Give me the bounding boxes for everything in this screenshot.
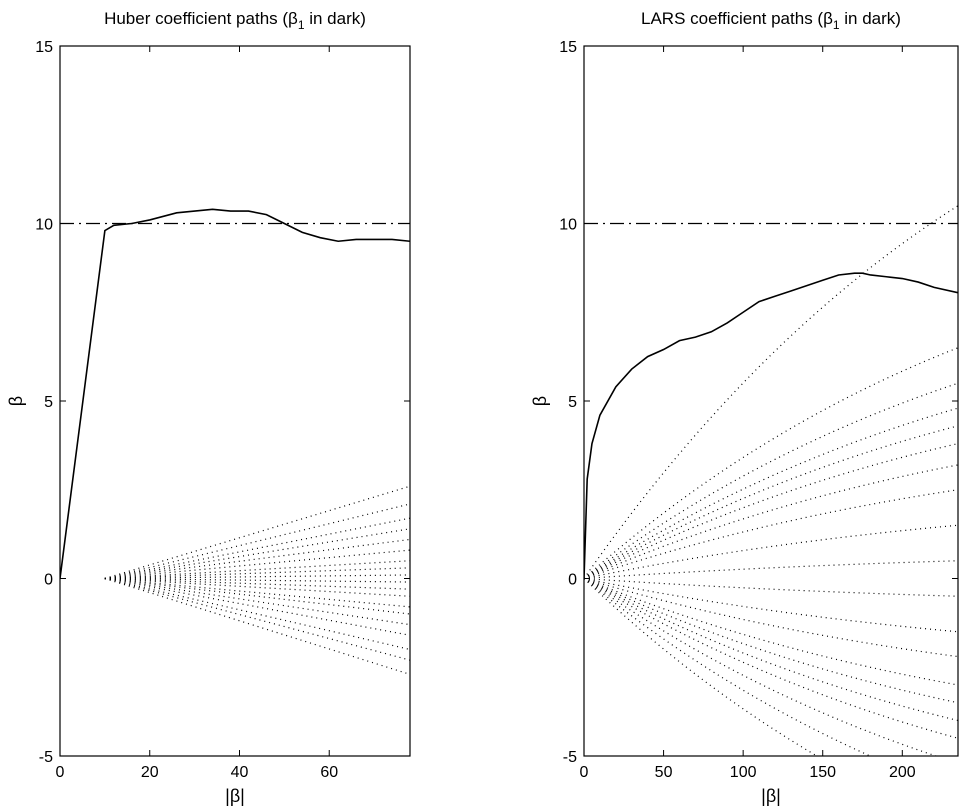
huber-axes-frame [59, 45, 411, 757]
huber-dotted-path [104, 567, 410, 580]
huber-dotted-path [104, 517, 410, 580]
lars-dotted-path [584, 577, 958, 658]
lars-ytick-label: 10 [559, 217, 577, 234]
huber-dotted-path [104, 577, 410, 615]
lars-chart-title: LARS coefficient paths (β1 in dark) [641, 9, 901, 32]
lars-dotted-path [584, 560, 958, 580]
lars-x-axis-label: |β| [761, 786, 781, 806]
huber-xtick-label: 40 [231, 764, 249, 781]
lars-xtick-label: 100 [730, 764, 757, 781]
lars-dotted-path [584, 577, 958, 722]
lars-xtick-label: 150 [809, 764, 836, 781]
lars-axes-frame [583, 45, 959, 757]
huber-plot-area [60, 208, 410, 675]
lars-dotted-path [584, 382, 958, 579]
huber-xtick-label: 20 [141, 764, 159, 781]
huber-beta1-path [60, 208, 410, 579]
lars-xtick-label: 200 [889, 764, 916, 781]
huber-dotted-path [104, 577, 410, 636]
lars-dotted-path [584, 577, 958, 739]
huber-dotted-path [104, 560, 410, 580]
huber-ytick-label: -5 [39, 749, 53, 766]
lars-dotted-path [584, 577, 958, 633]
lars-dotted-path [584, 407, 958, 580]
huber-y-axis-label: β [6, 396, 26, 406]
lars-xtick-label: 0 [580, 764, 589, 781]
lars-dotted-path [584, 578, 938, 756]
lars-xtick-label: 50 [655, 764, 673, 781]
lars-ytick-label: 0 [568, 572, 577, 589]
huber-dotted-path [104, 574, 410, 580]
lars-beta1-path [584, 272, 958, 579]
huber-dotted-path [104, 528, 410, 580]
lars-dotted-path [584, 464, 958, 580]
huber-dotted-path [104, 577, 410, 608]
lars-plot-area [584, 205, 958, 756]
huber-dotted-path [104, 577, 410, 661]
huber-x-axis-label: |β| [225, 786, 245, 806]
huber-chart-title: Huber coefficient paths (β1 in dark) [104, 9, 366, 32]
huber-dotted-path [104, 485, 410, 580]
lars-dotted-path [584, 577, 958, 597]
lars-dotted-path [584, 577, 958, 704]
huber-ytick-label: 5 [44, 394, 53, 411]
lars-dotted-path [584, 524, 958, 580]
huber-xtick-label: 0 [56, 764, 65, 781]
lars-y-axis-label: β [530, 396, 550, 406]
huber-dotted-path [104, 549, 410, 580]
huber-ytick-label: 0 [44, 572, 53, 589]
huber-dotted-path [104, 577, 410, 651]
lars-ytick-label: 5 [568, 394, 577, 411]
lars-dotted-path [584, 489, 958, 580]
lars-ytick-label: -5 [563, 749, 577, 766]
huber-xtick-label: 60 [320, 764, 338, 781]
huber-ytick-label: 10 [35, 217, 53, 234]
huber-dotted-path [104, 503, 410, 580]
huber-dotted-path [104, 577, 410, 583]
huber-dotted-path [104, 577, 410, 597]
lars-dotted-path [584, 578, 872, 756]
lars-dotted-path [584, 577, 958, 686]
huber-dotted-path [104, 538, 410, 580]
lars-ytick-label: 15 [559, 39, 577, 56]
lars-dotted-path [584, 205, 958, 579]
huber-dotted-path [104, 577, 410, 675]
huber-dotted-path [104, 577, 410, 626]
huber-ytick-label: 15 [35, 39, 53, 56]
lars-dotted-path [584, 443, 958, 580]
huber-dotted-path [104, 577, 410, 590]
